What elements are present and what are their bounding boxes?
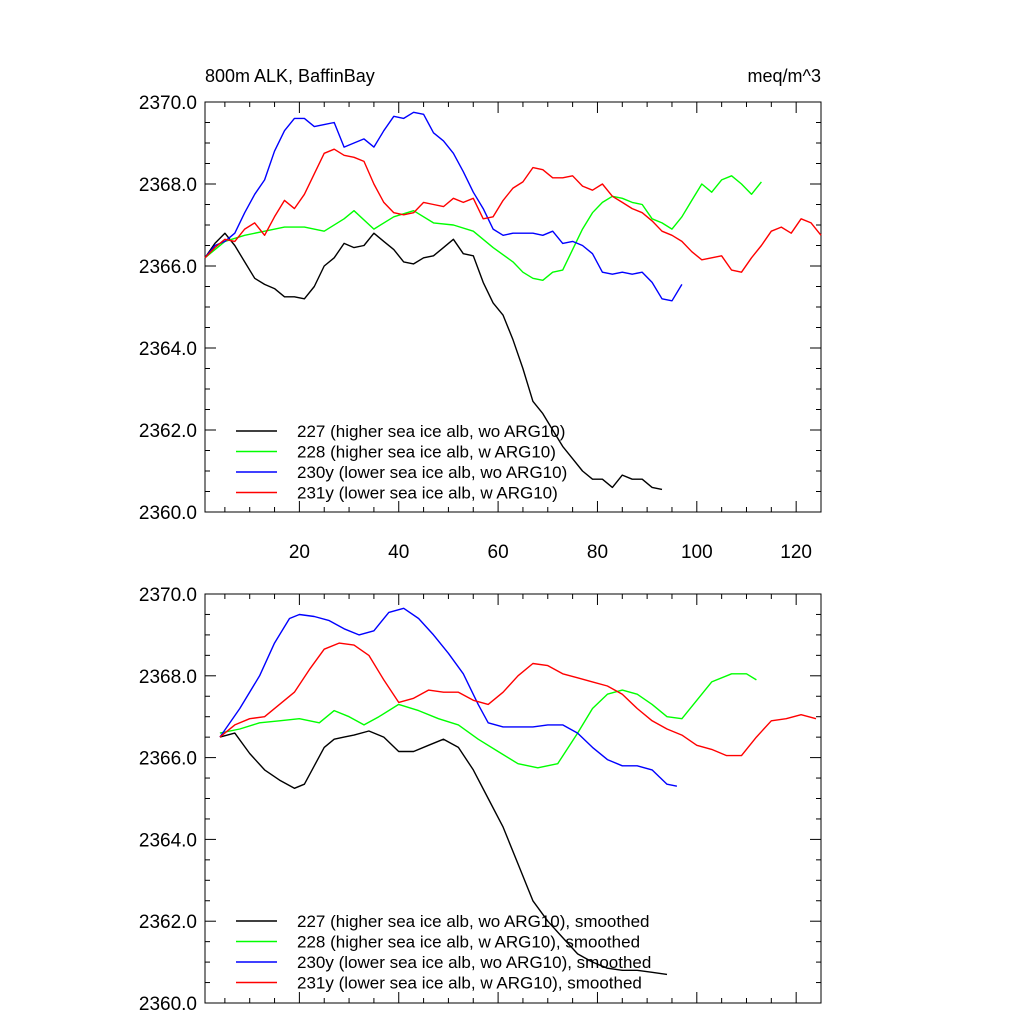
- y-tick-label: 2366.0: [139, 749, 197, 770]
- chart-title: 800m ALK, BaffinBay: [205, 66, 375, 86]
- legend-label: 231y (lower sea ice alb, w ARG10), smoot…: [297, 974, 642, 993]
- legend-label: 231y (lower sea ice alb, w ARG10): [297, 484, 558, 503]
- y-tick-label: 2370.0: [139, 585, 197, 606]
- top-panel: 2360.0 2362.0 2364.0 2366.0 2368.0 2370.0 20 40…: [139, 93, 822, 563]
- y-tick-label: 2368.0: [139, 667, 197, 688]
- legend-label: 227 (higher sea ice alb, wo ARG10), smoo…: [297, 912, 649, 931]
- series-line-0: [204, 232, 663, 491]
- chart-units: meq/m^3: [748, 66, 821, 86]
- series-line-1: [219, 673, 757, 769]
- y-tick-label: 2360.0: [139, 503, 197, 524]
- y-tick-label: 2364.0: [139, 339, 197, 360]
- x-tick-label: 80: [587, 542, 608, 563]
- series-line-1: [204, 175, 762, 281]
- legend-label: 230y (lower sea ice alb, wo ARG10), smoo…: [297, 953, 651, 972]
- legend-label: 227 (higher sea ice alb, wo ARG10): [297, 422, 565, 441]
- y-tick-label: 2364.0: [139, 830, 197, 851]
- y-tick-label: 2366.0: [139, 257, 197, 278]
- series-line-0: [219, 730, 668, 976]
- y-tick-label: 2370.0: [139, 93, 197, 114]
- series-line-3: [219, 642, 817, 757]
- x-tick-label: 40: [388, 542, 409, 563]
- legend-label: 230y (lower sea ice alb, wo ARG10): [297, 463, 567, 482]
- x-tick-label: 60: [488, 542, 509, 563]
- y-tick-label: 2362.0: [139, 421, 197, 442]
- x-tick-label: 120: [780, 542, 812, 563]
- y-tick-label: 2362.0: [139, 912, 197, 933]
- series-line-3: [204, 148, 822, 273]
- series-line-2: [204, 111, 683, 302]
- bottom-panel: 2360.0 2362.0 2364.0 2366.0 2368.0 2370.0 227 …: [139, 585, 822, 1015]
- y-tick-label: 2368.0: [139, 175, 197, 196]
- x-tick-label: 100: [681, 542, 713, 563]
- series-line-2: [219, 607, 678, 787]
- legend-label: 228 (higher sea ice alb, w ARG10), smoot…: [297, 933, 640, 952]
- y-tick-label: 2360.0: [139, 994, 197, 1015]
- legend-label: 228 (higher sea ice alb, w ARG10): [297, 443, 556, 462]
- x-tick-label: 20: [289, 542, 310, 563]
